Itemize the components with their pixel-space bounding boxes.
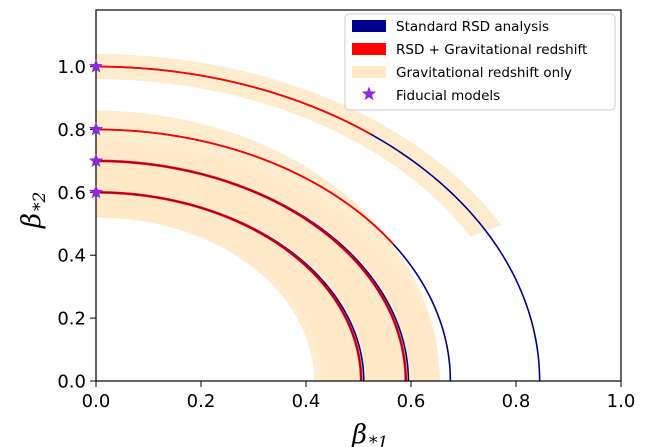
legend-frame (344, 13, 616, 111)
y-tick-label: 0.0 (57, 372, 86, 393)
y-axis-title: β *2 (17, 192, 50, 229)
y-axis-symbol: β (17, 213, 47, 229)
fiducial-star-icon (88, 121, 104, 136)
fiducial-star-icon (88, 59, 104, 73)
x-tick-label: 0.6 (397, 391, 426, 412)
legend-label-gravitational-only: Gravitational redshift only (396, 65, 572, 81)
fiducial-markers (88, 59, 104, 199)
gravitational-redshift-bands (96, 54, 502, 381)
legend-swatch-rsd-gravitational (352, 43, 386, 55)
band-fiducial-1 (96, 54, 502, 237)
x-axis-symbol: β (351, 420, 367, 447)
rsd-gravitational-curve-1 (96, 65, 372, 135)
fiducial-star-icon (88, 184, 104, 199)
y-axis-subscript: *2 (30, 192, 50, 211)
fiducial-star-icon (88, 153, 104, 167)
x-tick-label: 0.8 (502, 391, 531, 412)
legend-label-standard-rsd: Standard RSD analysis (396, 19, 549, 35)
y-tick-label: 0.2 (57, 309, 86, 330)
axis-ticks: 0.0 0.2 0.4 0.6 0.8 1.0 0.0 0.2 0.4 0.6 0.8 1.0 (57, 57, 635, 412)
y-tick-label: 0.6 (57, 183, 86, 204)
constraint-curves (96, 65, 541, 381)
x-tick-label: 0.0 (82, 391, 111, 412)
y-tick-label: 1.0 (57, 57, 86, 78)
x-tick-label: 0.4 (292, 391, 321, 412)
legend: Standard RSD analysis RSD + Gravitationa… (344, 13, 616, 111)
x-tick-label: 1.0 (607, 391, 636, 412)
x-tick-label: 0.2 (187, 391, 216, 412)
x-axis-title: β *1 (351, 420, 388, 447)
band-fiducial-0-8 (96, 110, 440, 381)
x-axis-subscript: *1 (369, 433, 388, 447)
legend-label-rsd-gravitational: RSD + Gravitational redshift (396, 42, 587, 58)
rsd-gravitational-curve-core-0-6 (96, 191, 362, 381)
y-tick-label: 0.8 (57, 120, 86, 141)
legend-swatch-standard-rsd (352, 20, 386, 32)
rsd-gravitational-curve-core-0-7 (96, 160, 407, 381)
legend-label-fiducial: Fiducial models (396, 88, 500, 104)
rsd-gravitational-curve-0-8 (96, 128, 395, 245)
y-tick-label: 0.4 (57, 246, 86, 267)
legend-star-icon (361, 86, 377, 101)
legend-swatch-gravitational-only (352, 66, 386, 78)
